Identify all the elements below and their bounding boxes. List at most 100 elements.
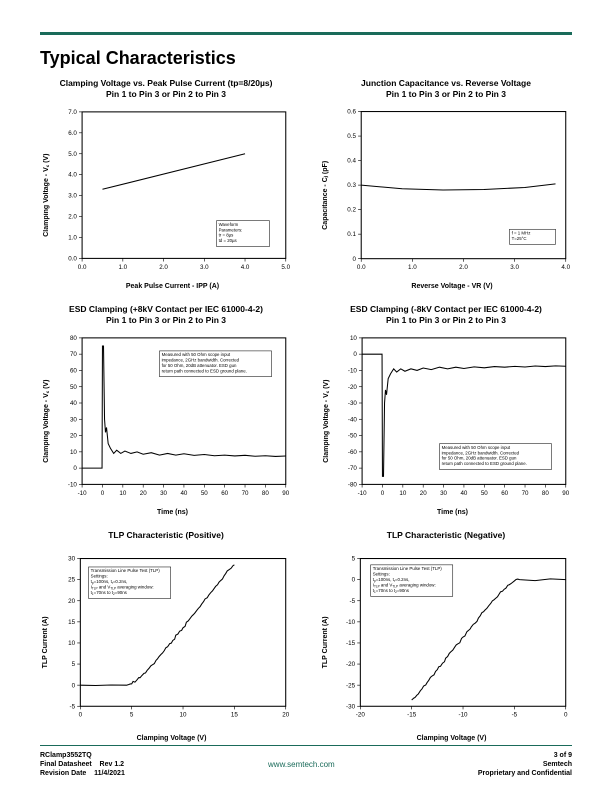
svg-text:-5: -5: [350, 597, 356, 604]
svg-text:0.0: 0.0: [68, 256, 77, 263]
x-axis-label: Clamping Voltage (V): [51, 735, 292, 742]
svg-text:10: 10: [350, 335, 357, 342]
svg-text:Transmission Line Pulse Test (: Transmission Line Pulse Test (TLP): [91, 568, 161, 573]
plot-svg: -505101520253005101520Transmission Line …: [51, 543, 292, 734]
svg-text:-40: -40: [348, 417, 358, 424]
chart-title: TLP Characteristic (Negative): [387, 530, 505, 541]
x-axis-label: Reverse Voltage - VR (V): [332, 283, 572, 290]
svg-text:0: 0: [79, 711, 83, 718]
svg-text:4.0: 4.0: [241, 264, 250, 271]
svg-text:-25: -25: [346, 682, 356, 689]
plot-wrap: TLP Current (A)-505101520253005101520Tra…: [40, 543, 292, 742]
svg-text:td = 20µs: td = 20µs: [219, 238, 238, 243]
svg-text:for 50 Ohm, 20dB attenuator. E: for 50 Ohm, 20dB attenuator. ESD gun: [162, 363, 237, 368]
svg-text:-60: -60: [348, 449, 358, 456]
svg-text:-15: -15: [407, 711, 417, 718]
footer-page: 3 of 9: [554, 752, 572, 759]
svg-text:-10: -10: [348, 368, 358, 375]
svg-text:impedance, 2GHz bandwidth. Cor: impedance, 2GHz bandwidth. Corrected: [442, 451, 520, 456]
svg-text:1.0: 1.0: [68, 235, 77, 242]
svg-text:1.0: 1.0: [119, 264, 128, 271]
svg-text:5.0: 5.0: [281, 264, 290, 271]
svg-text:0.6: 0.6: [347, 109, 356, 116]
svg-text:-5: -5: [70, 703, 76, 710]
chart-title: Junction Capacitance vs. Reverse Voltage…: [361, 78, 531, 99]
svg-text:Parameters:: Parameters:: [219, 228, 243, 233]
svg-text:40: 40: [180, 490, 187, 497]
svg-text:-10: -10: [346, 619, 356, 626]
svg-text:-50: -50: [348, 433, 358, 440]
svg-text:-20: -20: [348, 384, 358, 391]
svg-text:0.4: 0.4: [347, 158, 356, 165]
svg-text:80: 80: [542, 490, 549, 497]
plot-svg: -1001020304050607080-1001020304050607080…: [53, 327, 292, 508]
svg-text:-30: -30: [346, 703, 356, 710]
chart-clamp-vs-ipp: Clamping Voltage vs. Peak Pulse Current …: [40, 78, 292, 290]
svg-text:3.0: 3.0: [68, 193, 77, 200]
chart-title: TLP Characteristic (Positive): [108, 530, 224, 541]
svg-text:90: 90: [562, 490, 569, 497]
svg-text:40: 40: [460, 490, 467, 497]
chart-tlp-pos: TLP Characteristic (Positive)TLP Current…: [40, 530, 292, 742]
svg-text:-10: -10: [458, 711, 468, 718]
svg-text:return path connected to ESD g: return path connected to ESD ground plan…: [162, 369, 247, 374]
x-axis-label: Clamping Voltage (V): [331, 735, 572, 742]
plot-svg: -30-25-20-15-10-505-20-15-10-50Transmiss…: [331, 543, 572, 734]
svg-text:25: 25: [68, 576, 75, 583]
svg-text:15: 15: [231, 711, 238, 718]
svg-text:70: 70: [242, 490, 249, 497]
svg-text:Measured with 50 Ohm scope inp: Measured with 50 Ohm scope input: [442, 445, 511, 450]
svg-text:0: 0: [353, 256, 357, 263]
plot-wrap: TLP Current (A)-30-25-20-15-10-505-20-15…: [320, 543, 572, 742]
footer: RClamp3552TQ Final Datasheet Rev 1.2 Rev…: [40, 751, 572, 778]
svg-text:0.5: 0.5: [347, 133, 356, 140]
plot-wrap: Clamping Voltage - V꜀ (V)-80-70-60-50-40…: [320, 327, 572, 516]
svg-text:4.0: 4.0: [68, 172, 77, 179]
footer-left: RClamp3552TQ Final Datasheet Rev 1.2 Rev…: [40, 751, 125, 778]
svg-text:5: 5: [352, 555, 356, 562]
svg-text:Waveform: Waveform: [219, 222, 239, 227]
svg-text:60: 60: [221, 490, 228, 497]
svg-text:-80: -80: [348, 482, 358, 489]
svg-text:90: 90: [282, 490, 289, 497]
footer-conf: Proprietary and Confidential: [478, 770, 572, 777]
plot-svg: 00.10.20.30.40.50.60.01.02.03.04.0f = 1 …: [332, 101, 572, 282]
svg-text:70: 70: [70, 351, 77, 358]
svg-text:0: 0: [352, 576, 356, 583]
footer-url: www.semtech.com: [268, 760, 335, 769]
chart-esd-neg: ESD Clamping (-8kV Contact per IEC 61000…: [320, 304, 572, 516]
svg-text:20: 20: [68, 597, 75, 604]
chart-title: ESD Clamping (+8kV Contact per IEC 61000…: [69, 304, 263, 325]
svg-text:40: 40: [70, 400, 77, 407]
svg-text:30: 30: [440, 490, 447, 497]
y-axis-label: Clamping Voltage - V꜀ (V): [40, 327, 53, 516]
svg-text:5: 5: [72, 661, 76, 668]
svg-text:10: 10: [68, 640, 75, 647]
y-axis-label: Capacitance - Cⱼ (pF): [320, 101, 332, 290]
svg-text:3.0: 3.0: [200, 264, 209, 271]
svg-text:-10: -10: [78, 490, 88, 497]
svg-text:6.0: 6.0: [68, 130, 77, 137]
svg-text:-10: -10: [68, 482, 78, 489]
svg-text:60: 60: [70, 368, 77, 375]
svg-text:return path connected to ESD g: return path connected to ESD ground plan…: [442, 461, 527, 466]
svg-text:-20: -20: [356, 711, 366, 718]
svg-text:impedance, 2GHz bandwidth. Cor: impedance, 2GHz bandwidth. Corrected: [162, 358, 240, 363]
svg-text:-5: -5: [512, 711, 518, 718]
chart-cap-vs-vr: Junction Capacitance vs. Reverse Voltage…: [320, 78, 572, 290]
chart-title: Clamping Voltage vs. Peak Pulse Current …: [60, 78, 273, 99]
svg-text:5.0: 5.0: [68, 151, 77, 158]
svg-text:0.0: 0.0: [357, 264, 366, 271]
x-axis-label: Time (ns): [333, 509, 572, 516]
svg-text:50: 50: [481, 490, 488, 497]
chart-title: ESD Clamping (-8kV Contact per IEC 61000…: [350, 304, 542, 325]
y-axis-label: TLP Current (A): [320, 543, 331, 742]
header-rule: [40, 32, 572, 35]
svg-text:50: 50: [70, 384, 77, 391]
chart-esd-pos: ESD Clamping (+8kV Contact per IEC 61000…: [40, 304, 292, 516]
svg-text:10: 10: [70, 449, 77, 456]
svg-text:4.0: 4.0: [561, 264, 570, 271]
page-title: Typical Characteristics: [40, 48, 236, 69]
footer-right: 3 of 9 Semtech Proprietary and Confident…: [478, 751, 572, 778]
svg-text:80: 80: [262, 490, 269, 497]
